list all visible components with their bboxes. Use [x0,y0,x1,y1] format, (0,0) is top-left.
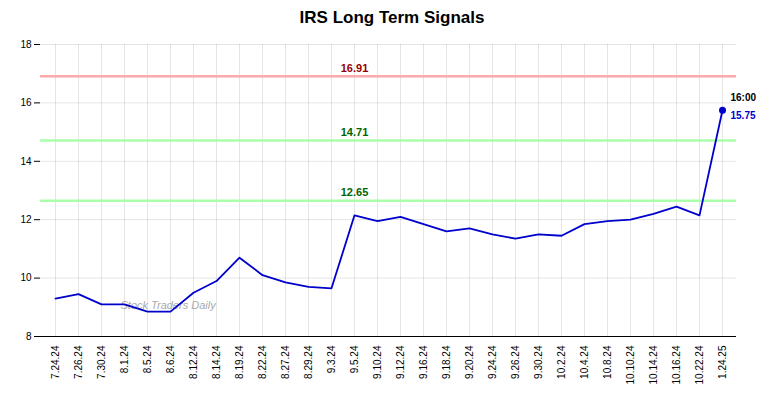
svg-text:9.26.24: 9.26.24 [510,345,521,379]
svg-text:8.29.24: 8.29.24 [303,345,314,379]
svg-text:9.30.24: 9.30.24 [533,345,544,379]
svg-text:10.16.24: 10.16.24 [671,345,682,384]
svg-text:12.65: 12.65 [341,186,369,198]
svg-text:15.75: 15.75 [731,110,756,121]
svg-text:8.14.24: 8.14.24 [211,345,222,379]
svg-text:Stock Traders Daily: Stock Traders Daily [121,299,218,311]
svg-text:10.2.24: 10.2.24 [556,345,567,379]
svg-text:8.27.24: 8.27.24 [280,345,291,379]
svg-text:9.10.24: 9.10.24 [372,345,383,379]
svg-text:8.5.24: 8.5.24 [142,345,153,373]
svg-text:9.18.24: 9.18.24 [441,345,452,379]
svg-text:8.12.24: 8.12.24 [188,345,199,379]
svg-text:16:00: 16:00 [731,92,757,103]
svg-text:16.91: 16.91 [341,62,369,74]
svg-text:1.24.25: 1.24.25 [717,345,728,379]
svg-text:16: 16 [20,97,32,108]
svg-text:10.4.24: 10.4.24 [579,345,590,379]
svg-text:12: 12 [20,214,32,225]
svg-text:9.16.24: 9.16.24 [418,345,429,379]
svg-text:10: 10 [20,272,32,283]
svg-text:8.19.24: 8.19.24 [234,345,245,379]
svg-text:8: 8 [26,331,32,342]
svg-text:9.20.24: 9.20.24 [464,345,475,379]
svg-text:10.10.24: 10.10.24 [625,345,636,384]
svg-text:7.24.24: 7.24.24 [50,345,61,379]
svg-text:14.71: 14.71 [341,126,369,138]
svg-text:10.14.24: 10.14.24 [648,345,659,384]
svg-text:9.5.24: 9.5.24 [349,345,360,373]
svg-text:9.24.24: 9.24.24 [487,345,498,379]
svg-text:18: 18 [20,39,32,50]
svg-text:8.22.24: 8.22.24 [257,345,268,379]
html-text:IRS Long Term Signals: IRS Long Term Signals [299,8,485,27]
svg-text:10.8.24: 10.8.24 [602,345,613,379]
svg-text:8.1.24: 8.1.24 [119,345,130,373]
svg-text:14: 14 [20,156,32,167]
svg-text:9.12.24: 9.12.24 [395,345,406,379]
svg-text:7.26.24: 7.26.24 [73,345,84,379]
svg-text:8.6.24: 8.6.24 [165,345,176,373]
svg-text:10.22.24: 10.22.24 [694,345,705,384]
svg-text:7.30.24: 7.30.24 [96,345,107,379]
svg-text:9.3.24: 9.3.24 [326,345,337,373]
